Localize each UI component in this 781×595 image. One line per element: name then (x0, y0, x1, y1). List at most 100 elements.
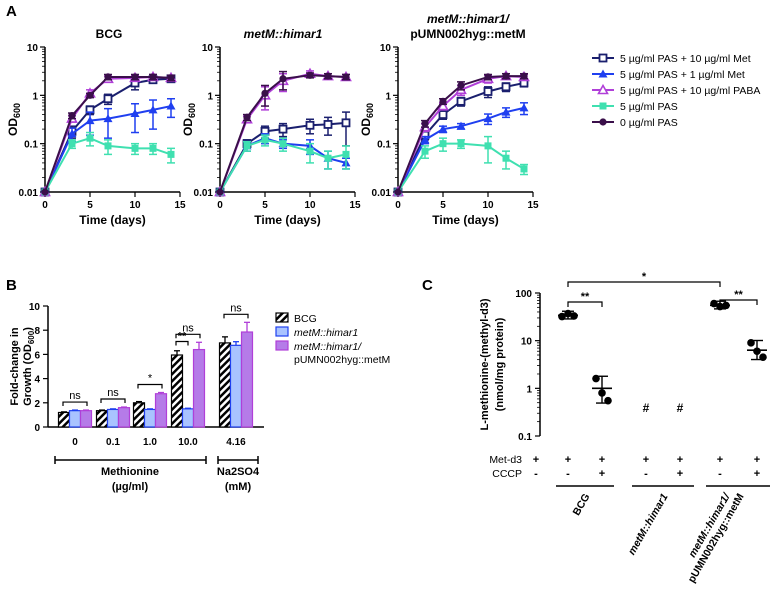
y-axis-label: OD600 (181, 103, 197, 136)
bar (132, 402, 146, 428)
y-tick-label: 0.01 (372, 188, 392, 199)
y-tick-label: 0.1 (199, 140, 213, 151)
significance-label: ns (182, 322, 194, 334)
data-point (759, 353, 767, 361)
x-tick-label: 10 (129, 200, 141, 211)
legend-label-2: pUMN002hyg::metM (294, 354, 390, 366)
data-point (306, 71, 314, 79)
category-label: 0 (72, 437, 78, 448)
row-label-metd3: Met-d3 (489, 454, 522, 466)
y-tick-label: 10 (521, 337, 533, 348)
row-2-value-0: - (534, 468, 538, 480)
x-axis-label: Time (days) (432, 213, 498, 227)
data-point (279, 75, 287, 83)
legend-label: metM::himar1 (294, 327, 358, 339)
group-label-methionine-units: (µg/ml) (112, 481, 149, 493)
y-tick-label: 100 (515, 289, 532, 300)
bar (229, 344, 243, 428)
data-point (324, 72, 332, 80)
data-point (501, 107, 511, 116)
line-chart-1: 0.01 0.1 1 10 0 5 10 15 Time (days) OD600 (181, 43, 361, 227)
data-point (439, 140, 447, 148)
row-1-value: + (677, 454, 683, 466)
x-tick-label: 0 (217, 200, 223, 211)
data-point (722, 301, 730, 310)
data-point (483, 87, 493, 96)
data-point (167, 150, 175, 158)
x-tick-label: 0 (42, 200, 48, 211)
significance-label: * (148, 373, 153, 385)
data-point (279, 140, 287, 148)
bar (170, 354, 184, 428)
chart-title-bcg: BCG (96, 27, 123, 41)
data-point (457, 140, 465, 148)
bar (79, 410, 93, 428)
y-axis-label-1: L-methionine-(methyl-d3) (479, 298, 491, 430)
bar (117, 407, 131, 428)
significance-bracket-comp-label: ** (734, 289, 743, 301)
row-2-value: - (644, 468, 648, 480)
data-point (421, 147, 429, 155)
data-point (747, 339, 755, 347)
bar (57, 411, 71, 428)
data-point (148, 105, 158, 114)
x-tick-label: 0 (395, 200, 401, 211)
legend-marker (599, 102, 607, 110)
data-point (502, 154, 510, 162)
chart-title-comp-2: pUMN002hyg::metM (410, 27, 525, 41)
data-point (68, 112, 76, 120)
significance-label: ns (69, 390, 81, 402)
row-1-value: + (643, 454, 649, 466)
category-label: 4.16 (226, 437, 246, 448)
data-point (243, 113, 251, 121)
data-point (439, 97, 447, 105)
legend-label: 5 µg/ml PAS (620, 101, 678, 113)
x-tick-label: 15 (527, 200, 539, 211)
y-axis-label: OD600 (6, 103, 22, 136)
data-point (520, 165, 528, 173)
y-axis-label-2: Growth (OD600) (22, 327, 36, 406)
x-tick-label: 5 (87, 200, 93, 211)
row-1-value: + (754, 454, 760, 466)
data-point (104, 73, 112, 81)
bar (68, 410, 82, 428)
data-point (520, 72, 528, 80)
data-point (149, 73, 157, 81)
no-data-marker: # (677, 401, 684, 415)
bar (154, 393, 168, 428)
x-axis-label: Time (days) (254, 213, 320, 227)
panel-label-c: C (422, 277, 433, 294)
legend-label: 0 µg/ml PAS (620, 117, 678, 129)
y-tick-label: 0 (34, 423, 40, 434)
data-point (130, 109, 140, 118)
significance-label: ns (230, 302, 242, 314)
data-point (68, 140, 76, 148)
data-point (438, 124, 448, 133)
y-tick-label: 0.1 (24, 140, 38, 151)
data-point (324, 154, 332, 162)
group-label-metm: metM::himar1 (626, 491, 671, 557)
chart-title-metm: metM::himar1 (244, 27, 323, 41)
significance-bracket (175, 333, 201, 339)
data-point (564, 309, 572, 318)
legend-swatch (275, 312, 289, 323)
row-1-value: + (717, 454, 723, 466)
legend-swatch (275, 326, 289, 337)
data-point (261, 136, 269, 144)
legend-label: metM::himar1/ (294, 341, 362, 353)
bar (240, 331, 254, 428)
no-data-marker: # (643, 401, 650, 415)
y-tick-label: 8 (34, 326, 40, 337)
row-label-cccp: CCCP (492, 468, 522, 480)
significance-bracket (62, 401, 88, 407)
data-point (131, 144, 139, 152)
bar (192, 348, 206, 428)
row-2-value: + (754, 468, 760, 480)
row-2-value: + (677, 468, 683, 480)
legend-a: 5 µg/ml PAS + 10 µg/ml Met 5 µg/ml PAS + … (592, 53, 760, 129)
significance-bracket-2 (175, 340, 189, 346)
data-point (305, 120, 315, 130)
bar (143, 408, 157, 428)
data-point (261, 89, 269, 97)
bar (218, 342, 232, 428)
